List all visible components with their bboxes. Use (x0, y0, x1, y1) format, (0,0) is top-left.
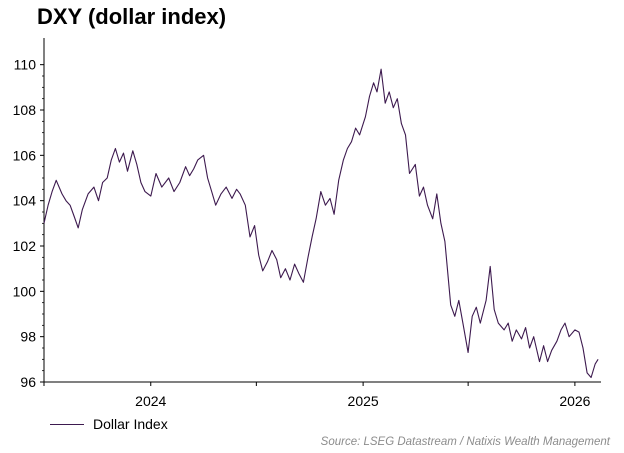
legend-label: Dollar Index (93, 416, 168, 432)
legend: Dollar Index (50, 416, 168, 432)
y-tick-label: 102 (13, 238, 37, 254)
y-tick-label: 106 (13, 147, 37, 163)
x-tick-label: 2025 (348, 393, 379, 409)
y-axis: 96 98 100 102 104 106 108 110 (13, 38, 45, 390)
chart-title: DXY (dollar index) (37, 4, 227, 29)
legend-swatch (50, 423, 84, 425)
x-axis: 2024 2025 2026 (43, 381, 601, 409)
y-tick-label: 100 (13, 283, 37, 299)
x-tick-label: 2026 (559, 393, 590, 409)
source-note: Source: LSEG Datastream / Natixis Wealth… (320, 436, 610, 448)
series-line-dollar-index (43, 68, 599, 379)
y-tick-label: 104 (13, 193, 37, 209)
y-tick-label: 98 (20, 329, 36, 345)
y-tick-label: 96 (20, 374, 36, 390)
series-layer (43, 68, 599, 379)
y-tick-label: 108 (13, 102, 37, 118)
x-tick-label: 2024 (135, 393, 166, 409)
y-tick-label: 110 (14, 57, 37, 73)
